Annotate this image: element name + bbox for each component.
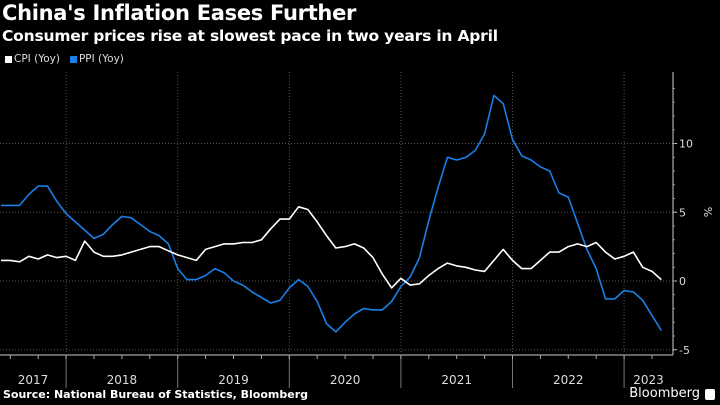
x-tick-label: 2021 [441,373,472,387]
y-tick-label: 0 [679,275,686,288]
legend-item-ppi: PPI (Yoy) [69,53,124,65]
x-tick-label: 2019 [218,373,249,387]
chart-title: China's Inflation Eases Further [2,1,357,25]
legend: CPI (Yoy) PPI (Yoy) [5,53,124,65]
source-note: Source: National Bureau of Statistics, B… [3,388,309,401]
x-tick-label: 2018 [107,373,138,387]
bloomberg-logo-icon [705,389,715,400]
x-tick-label: 2020 [330,373,361,387]
y-axis-label: % [701,207,714,217]
y-tick-label: -5 [679,344,690,357]
legend-swatch-cpi [5,55,12,63]
x-tick-label: 2017 [18,373,49,387]
chart-subtitle: Consumer prices rise at slowest pace in … [2,27,498,45]
legend-item-cpi: CPI (Yoy) [5,53,60,65]
y-tick-label: 5 [679,206,686,219]
x-tick-label: 2023 [633,373,664,387]
legend-label-ppi: PPI (Yoy) [78,53,124,65]
x-tick-label: 2022 [553,373,584,387]
series-line-ppi [1,94,662,333]
legend-label-cpi: CPI (Yoy) [14,53,60,65]
brand-logo-text: Bloomberg [629,386,700,401]
legend-swatch-ppi [69,55,77,63]
series-line-cpi [1,206,662,289]
y-tick-label: 10 [679,138,693,151]
